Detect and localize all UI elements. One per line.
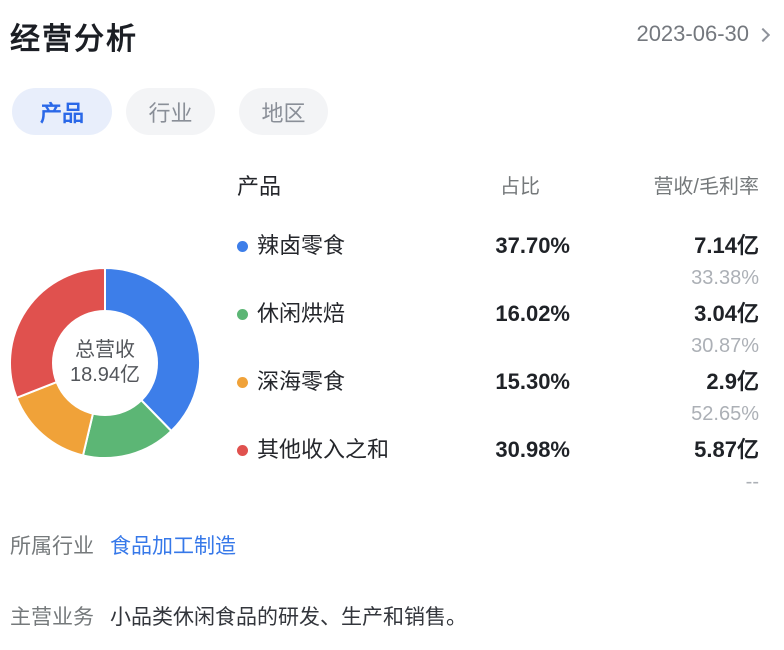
- table-row: 休闲烘焙 16.02% 3.04亿 30.87%: [237, 302, 759, 370]
- gross-margin-value: 52.65%: [691, 403, 759, 425]
- share-value: 30.98%: [495, 437, 570, 462]
- col-header-share: 占比: [500, 176, 540, 198]
- date-text: 2023-06-30: [636, 21, 749, 46]
- page-title: 经营分析: [10, 23, 138, 56]
- industry-link[interactable]: 食品加工制造: [110, 535, 236, 558]
- legend-dot-icon: [237, 240, 248, 252]
- col-header-revenue-margin: 营收/毛利率: [653, 176, 759, 198]
- share-value: 15.30%: [495, 369, 570, 394]
- revenue-value: 2.9亿: [706, 369, 759, 394]
- dimension-tabs: 产品 行业 地区: [0, 88, 784, 135]
- product-name: 休闲烘焙: [257, 301, 346, 326]
- gross-margin-value: 33.38%: [691, 267, 759, 289]
- col-header-product: 产品: [237, 174, 282, 199]
- table-row: 辣卤零食 37.70% 7.14亿 33.38%: [237, 234, 759, 302]
- industry-label: 所属行业: [10, 535, 94, 558]
- total-revenue-label: 总营收: [75, 339, 135, 361]
- share-value: 37.70%: [495, 233, 570, 258]
- revenue-donut-chart: 总营收 18.94亿: [5, 263, 205, 463]
- legend-dot-icon: [237, 376, 248, 388]
- gross-margin-value: 30.87%: [691, 335, 759, 357]
- table-header: 产品 占比 营收/毛利率: [237, 174, 759, 199]
- legend-dot-icon: [237, 444, 248, 456]
- gross-margin-value: --: [745, 471, 759, 493]
- business-value: 小品类休闲食品的研发、生产和销售。: [110, 606, 467, 629]
- donut-center-label: 总营收 18.94亿: [5, 263, 205, 463]
- share-value: 16.02%: [495, 301, 570, 326]
- product-name: 辣卤零食: [257, 233, 346, 258]
- business-label: 主营业务: [10, 606, 94, 629]
- table-row: 深海零食 15.30% 2.9亿 52.65%: [237, 370, 759, 438]
- date-selector[interactable]: 2023-06-30: [636, 21, 771, 47]
- revenue-value: 7.14亿: [694, 233, 759, 258]
- tab-product[interactable]: 产品: [12, 88, 112, 135]
- tab-region[interactable]: 地区: [239, 88, 328, 135]
- donut-svg: [9, 266, 201, 459]
- tab-industry[interactable]: 行业: [126, 88, 215, 135]
- chevron-right-icon: [755, 27, 771, 42]
- legend-dot-icon: [237, 308, 248, 320]
- revenue-value: 3.04亿: [694, 301, 759, 326]
- industry-row: 所属行业 食品加工制造: [0, 530, 784, 558]
- product-name: 其他收入之和: [257, 437, 390, 462]
- product-name: 深海零食: [257, 369, 346, 394]
- table-body: 辣卤零食 37.70% 7.14亿 33.38% 休闲烘焙 16.02% 3.0…: [237, 234, 759, 506]
- table-row: 其他收入之和 30.98% 5.87亿 --: [237, 438, 759, 506]
- product-breakdown-table: 产品 占比 营收/毛利率 辣卤零食 37.70% 7.14亿 33.38%: [237, 176, 759, 506]
- business-row: 主营业务 小品类休闲食品的研发、生产和销售。: [0, 601, 784, 629]
- donut-hole: [52, 310, 158, 416]
- revenue-value: 5.87亿: [694, 437, 759, 462]
- total-revenue-value: 18.94亿: [69, 364, 141, 386]
